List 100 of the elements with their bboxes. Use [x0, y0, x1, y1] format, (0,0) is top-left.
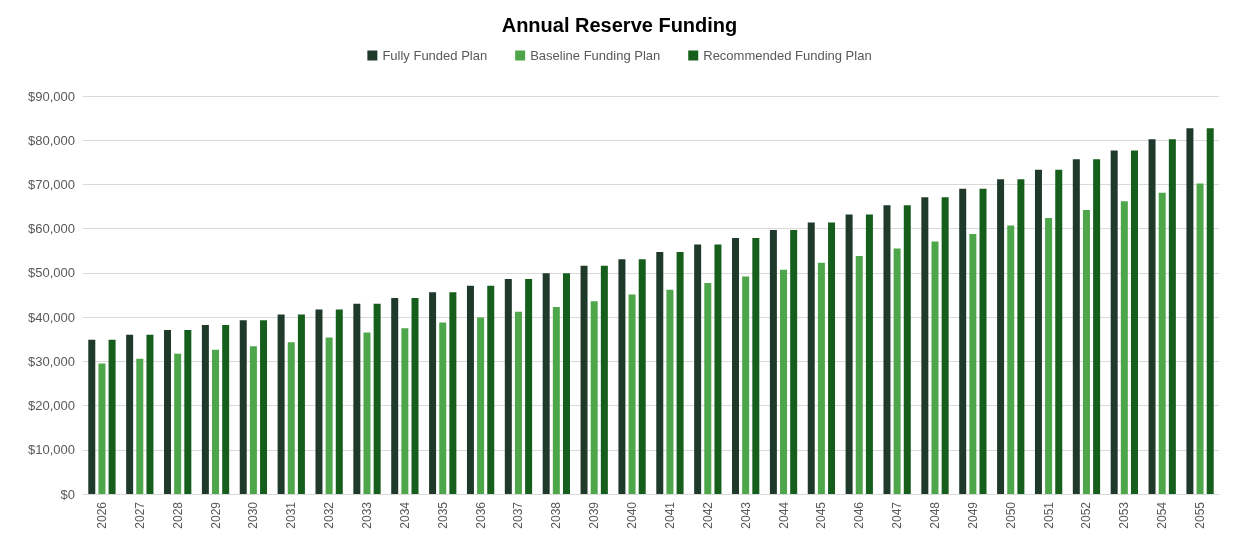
bar	[260, 320, 268, 494]
x-tick-label: 2030	[246, 501, 261, 529]
y-tick-label: $30,000	[28, 353, 75, 369]
bar	[373, 303, 381, 494]
x-tick-label: 2029	[208, 501, 223, 529]
bar	[769, 229, 777, 494]
bar	[287, 342, 295, 494]
bar	[979, 188, 987, 494]
bar	[184, 329, 192, 494]
bar	[1196, 183, 1204, 494]
x-tick-label: 2040	[625, 501, 640, 529]
bar	[903, 205, 911, 494]
bar	[164, 329, 172, 494]
x-tick-label: 2055	[1193, 501, 1208, 529]
x-tick-label: 2026	[94, 501, 109, 529]
x-tick-label: 2048	[928, 501, 942, 529]
x-tick-label: 2036	[473, 501, 488, 529]
bar	[525, 279, 533, 494]
bar	[828, 222, 836, 494]
y-tick-label: $10,000	[28, 442, 75, 458]
legend-label: Recommended Funding Plan	[703, 48, 872, 63]
bar	[1130, 150, 1138, 494]
y-tick-label: $50,000	[28, 265, 75, 281]
bar	[855, 256, 863, 494]
x-tick-label: 2042	[700, 501, 715, 529]
x-tick-label: 2039	[587, 501, 602, 529]
bar	[676, 252, 684, 494]
chart-title: Annual Reserve Funding	[501, 14, 738, 36]
bar	[1055, 169, 1063, 494]
bar	[590, 301, 598, 494]
bar	[628, 294, 636, 494]
bar	[126, 334, 134, 494]
bar	[1110, 150, 1118, 494]
bar	[704, 283, 712, 494]
bar	[618, 259, 626, 494]
bar	[98, 363, 106, 494]
bar	[401, 328, 409, 494]
x-tick-label: 2037	[511, 501, 526, 529]
bar	[514, 311, 522, 494]
x-tick-label: 2038	[549, 501, 564, 529]
bar	[1034, 169, 1042, 494]
bar	[315, 309, 323, 494]
bar	[1168, 139, 1176, 494]
x-tick-label: 2053	[1117, 501, 1132, 529]
bar	[1186, 128, 1194, 494]
bar	[752, 237, 760, 494]
bar	[865, 214, 873, 494]
bar	[931, 241, 939, 494]
bar	[249, 346, 257, 494]
bar	[1082, 210, 1090, 494]
x-tick-label: 2041	[662, 501, 677, 529]
bar	[997, 179, 1005, 494]
y-tick-label: $80,000	[28, 132, 75, 148]
bar	[504, 279, 512, 494]
bar	[363, 332, 371, 494]
bar	[212, 349, 220, 494]
bar	[845, 214, 853, 494]
bar	[600, 265, 608, 494]
bar	[1045, 218, 1053, 494]
y-tick-label: $20,000	[28, 398, 75, 414]
bar	[638, 259, 646, 494]
bar	[1017, 179, 1025, 494]
bar	[277, 314, 285, 494]
x-tick-label: 2049	[965, 501, 980, 529]
x-tick-label: 2046	[852, 501, 867, 529]
bar	[411, 298, 419, 494]
x-tick-label: 2043	[738, 501, 753, 529]
bar	[580, 265, 588, 494]
bar	[694, 244, 702, 494]
bar	[222, 325, 230, 494]
bar	[146, 334, 154, 494]
bar	[959, 188, 967, 494]
x-tick-label: 2045	[814, 501, 829, 529]
x-tick-label: 2035	[435, 501, 450, 529]
bar	[790, 229, 798, 494]
legend-label: Fully Funded Plan	[382, 48, 488, 63]
bar	[941, 197, 949, 494]
bar	[487, 285, 495, 494]
bar	[136, 358, 144, 494]
bar	[108, 339, 116, 494]
bar	[477, 317, 485, 494]
bar	[325, 337, 333, 494]
bar	[656, 252, 664, 494]
bar	[562, 273, 570, 494]
bar	[429, 292, 437, 494]
bar	[780, 269, 788, 494]
x-tick-label: 2050	[1003, 501, 1018, 529]
bar	[1072, 159, 1080, 494]
x-tick-label: 2044	[776, 501, 791, 529]
legend-label: Baseline Funding Plan	[530, 48, 661, 63]
x-tick-label: 2031	[284, 501, 299, 529]
bar	[807, 222, 815, 494]
x-tick-label: 2054	[1155, 501, 1170, 529]
bar	[1007, 225, 1015, 494]
x-tick-label: 2033	[360, 501, 374, 529]
bar	[714, 244, 722, 494]
y-tick-label: $70,000	[28, 176, 75, 192]
x-tick-label: 2052	[1079, 501, 1094, 529]
bar	[391, 298, 399, 494]
x-tick-label: 2028	[170, 501, 185, 529]
